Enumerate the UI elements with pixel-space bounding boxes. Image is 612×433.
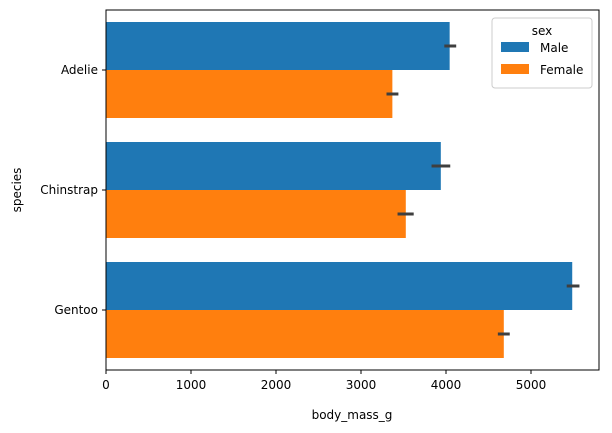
x-tick-label: 0 — [102, 378, 110, 392]
bar-chinstrap-male — [106, 142, 441, 190]
bar-chinstrap-female — [106, 190, 406, 238]
x-tick-label: 5000 — [516, 378, 547, 392]
y-axis: Adelie Chinstrap Gentoo — [40, 63, 106, 317]
y-axis-label: species — [10, 168, 24, 213]
legend-label-male: Male — [540, 41, 568, 55]
legend-title: sex — [532, 24, 553, 38]
legend-label-female: Female — [540, 63, 583, 77]
error-bars-layer — [386, 44, 580, 336]
x-tick-label: 2000 — [261, 378, 292, 392]
y-tick-label-chinstrap: Chinstrap — [40, 183, 98, 197]
y-tick-label-gentoo: Gentoo — [54, 303, 98, 317]
x-axis: 0 1000 2000 3000 4000 5000 — [102, 370, 546, 392]
x-axis-label: body_mass_g — [312, 408, 393, 422]
bar-adelie-female — [106, 70, 393, 118]
bar-gentoo-female — [106, 310, 504, 358]
x-tick-label: 4000 — [431, 378, 462, 392]
x-tick-label: 1000 — [176, 378, 207, 392]
bars-layer — [106, 22, 573, 358]
legend-swatch-female — [501, 64, 529, 74]
bar-gentoo-male — [106, 262, 573, 310]
x-tick-label: 3000 — [346, 378, 377, 392]
y-tick-label-adelie: Adelie — [61, 63, 98, 77]
legend: sex Male Female — [491, 17, 593, 89]
bar-adelie-male — [106, 22, 450, 70]
legend-swatch-male — [501, 42, 529, 52]
